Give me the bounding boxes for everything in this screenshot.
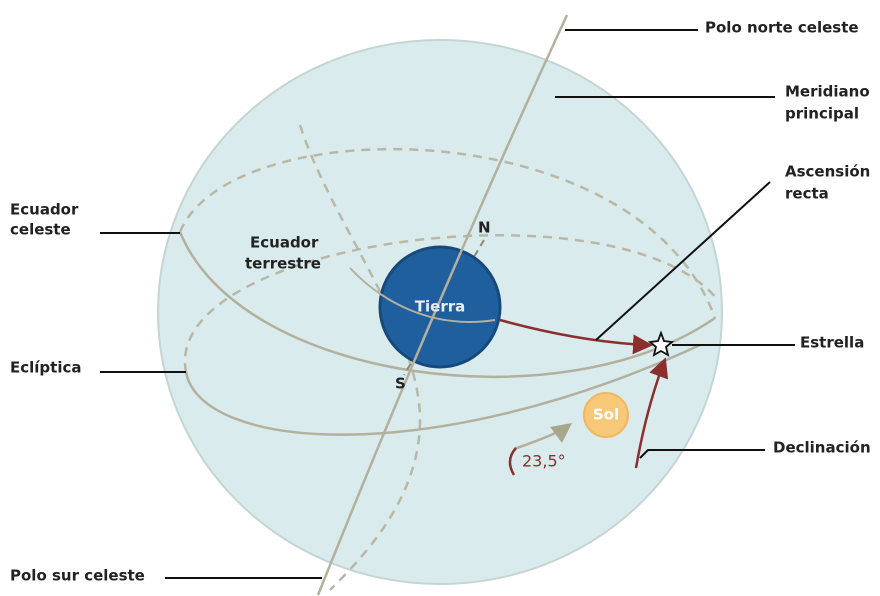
label: recta: [785, 185, 829, 203]
label: Declinación: [773, 439, 871, 457]
label: Sol: [593, 406, 619, 424]
label: Ecuador: [10, 201, 79, 219]
label: Meridiano: [785, 83, 870, 101]
label: S: [395, 375, 406, 393]
label: terrestre: [245, 255, 321, 273]
label: Estrella: [800, 334, 864, 352]
label: Eclíptica: [10, 359, 81, 377]
label: 23,5°: [522, 452, 566, 471]
label: Polo sur celeste: [10, 567, 145, 585]
label: Tierra: [415, 298, 465, 316]
label: Ecuador: [250, 234, 319, 252]
label: Polo norte celeste: [705, 19, 859, 37]
label: principal: [785, 105, 859, 123]
label: Ascensión: [785, 163, 870, 181]
label: N: [478, 219, 491, 237]
diagram: Polo norte celeste Meridiano principal A…: [0, 0, 880, 596]
label: celeste: [10, 221, 71, 239]
